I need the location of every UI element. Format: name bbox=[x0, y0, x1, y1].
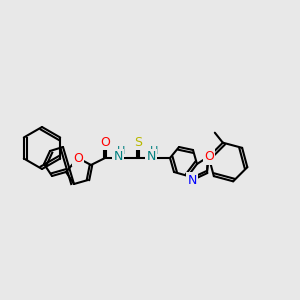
Text: N: N bbox=[187, 173, 197, 187]
Text: N: N bbox=[146, 151, 156, 164]
Text: O: O bbox=[73, 152, 83, 164]
Text: H: H bbox=[117, 146, 125, 156]
Text: S: S bbox=[134, 136, 142, 148]
Text: O: O bbox=[100, 136, 110, 148]
Text: N: N bbox=[113, 151, 123, 164]
Text: O: O bbox=[204, 151, 214, 164]
Text: H: H bbox=[150, 146, 158, 156]
